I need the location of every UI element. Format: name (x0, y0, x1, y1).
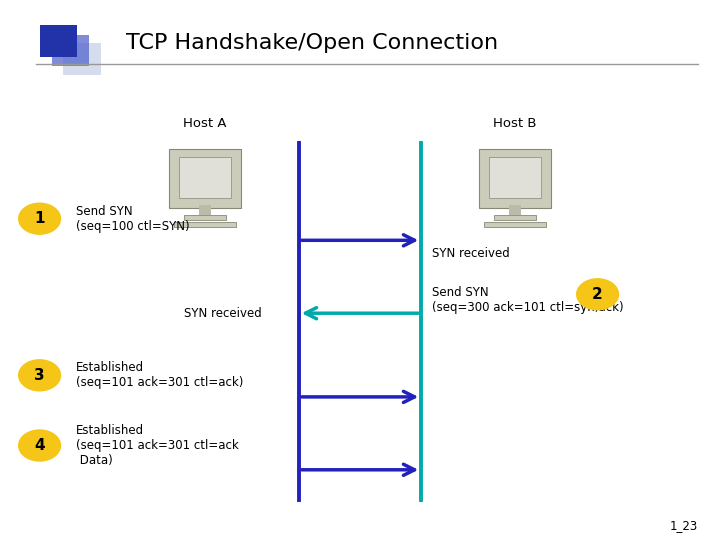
FancyBboxPatch shape (169, 148, 241, 208)
Text: 2: 2 (593, 287, 603, 302)
Text: Send SYN
(seq=300 ack=101 ctl=syn,ack): Send SYN (seq=300 ack=101 ctl=syn,ack) (432, 286, 624, 314)
FancyBboxPatch shape (179, 157, 231, 198)
Text: SYN received: SYN received (184, 307, 261, 320)
FancyBboxPatch shape (174, 222, 236, 227)
FancyBboxPatch shape (494, 215, 536, 220)
FancyBboxPatch shape (489, 157, 541, 198)
FancyBboxPatch shape (184, 215, 226, 220)
Text: Host A: Host A (184, 117, 227, 130)
Text: 3: 3 (35, 368, 45, 383)
Circle shape (18, 202, 61, 235)
Circle shape (576, 278, 619, 310)
FancyBboxPatch shape (63, 43, 101, 75)
FancyBboxPatch shape (40, 25, 77, 57)
FancyBboxPatch shape (479, 148, 551, 208)
Text: SYN received: SYN received (432, 247, 510, 260)
FancyBboxPatch shape (52, 35, 89, 66)
Text: Send SYN
(seq=100 ctl=SYN): Send SYN (seq=100 ctl=SYN) (76, 205, 189, 233)
Text: Established
(seq=101 ack=301 ctl=ack): Established (seq=101 ack=301 ctl=ack) (76, 361, 243, 389)
Circle shape (18, 359, 61, 392)
FancyBboxPatch shape (509, 205, 521, 215)
Text: 1_23: 1_23 (670, 519, 698, 532)
Text: Host B: Host B (493, 117, 536, 130)
Text: TCP Handshake/Open Connection: TCP Handshake/Open Connection (126, 33, 498, 53)
FancyBboxPatch shape (484, 222, 546, 227)
Text: 4: 4 (35, 438, 45, 453)
FancyBboxPatch shape (199, 205, 211, 215)
Circle shape (18, 429, 61, 462)
Text: Established
(seq=101 ack=301 ctl=ack
 Data): Established (seq=101 ack=301 ctl=ack Dat… (76, 424, 238, 467)
Text: 1: 1 (35, 211, 45, 226)
